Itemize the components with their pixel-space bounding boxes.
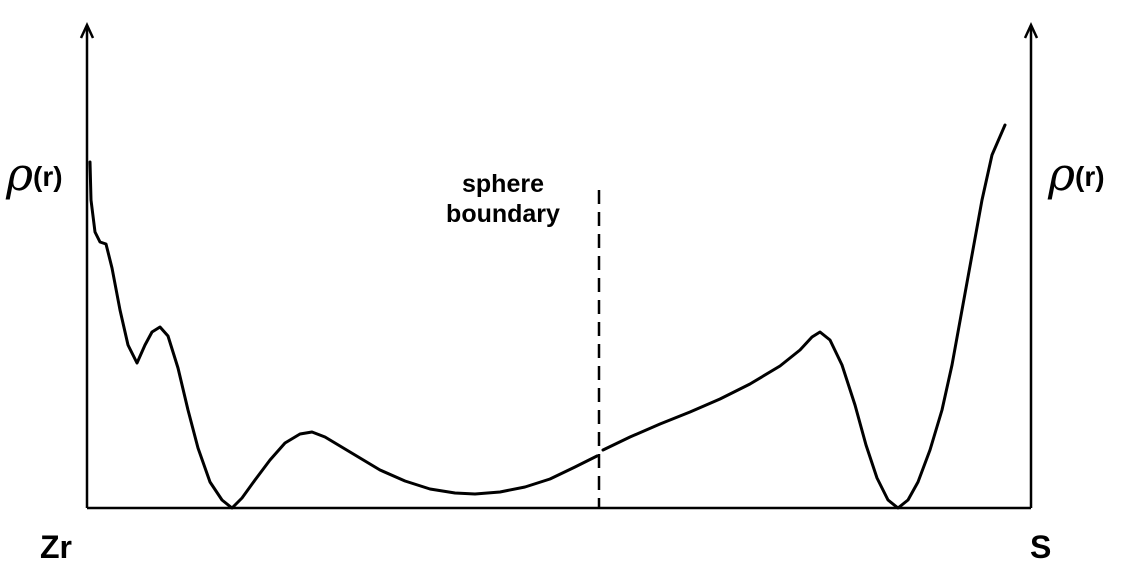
symbol: ρ: [1047, 147, 1075, 201]
curve-inside: [88, 160, 599, 510]
right-arrow: [1023, 22, 1039, 39]
annotation-line: boundary: [446, 200, 560, 228]
axes: [79, 22, 1039, 510]
curve-outside: [601, 123, 1007, 510]
argument: (r): [33, 161, 63, 192]
argument: (r): [1075, 161, 1105, 192]
right-endpoint: S: [1030, 529, 1051, 565]
density-curve: [88, 123, 1007, 510]
left-endpoint: Zr: [40, 529, 72, 565]
left-axis-label: ρ(r): [5, 147, 63, 201]
symbol: ρ: [5, 147, 33, 201]
annotation-line: sphere: [462, 170, 544, 198]
right-axis-label: ρ(r): [1047, 147, 1105, 201]
left-arrow: [79, 22, 95, 39]
